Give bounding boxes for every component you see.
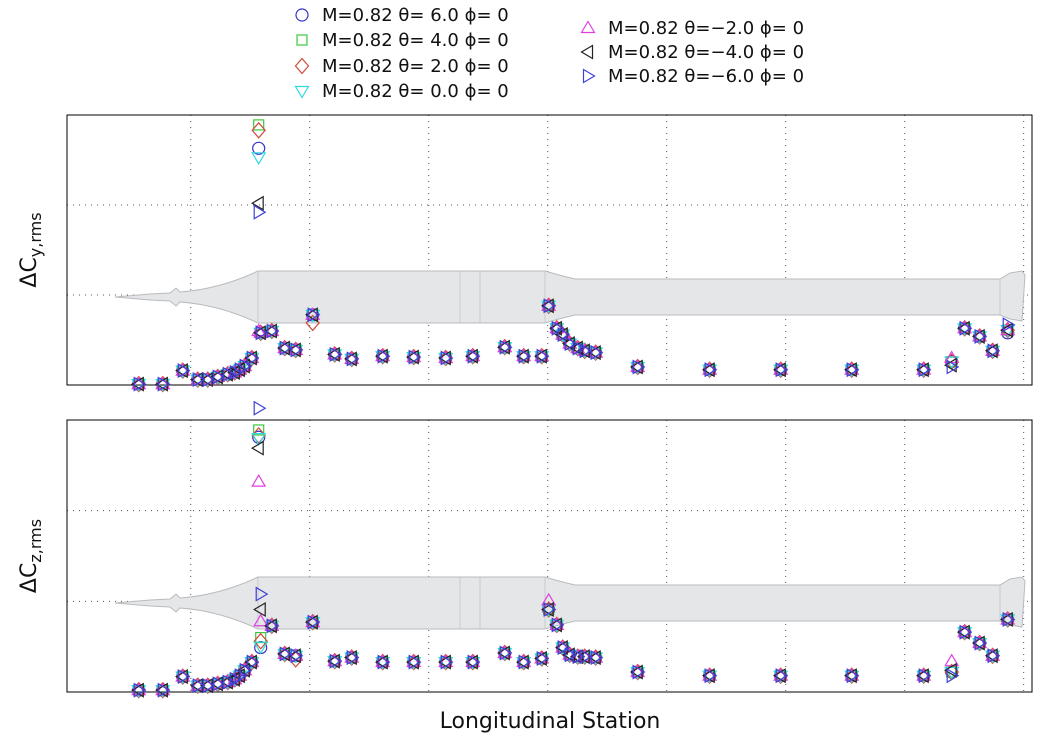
y-label-subscript: y,rms (26, 212, 45, 257)
legend-label: M=0.82 θ= 6.0 ϕ= 0 (322, 5, 509, 26)
legend-marker (296, 59, 309, 74)
grid (67, 420, 1032, 692)
legend: M=0.82 θ= 6.0 ϕ= 0 M=0.82 θ= 4.0 ϕ= 0 M=0.… (296, 5, 805, 102)
rocket-silhouette (115, 577, 1025, 629)
legend-marker (582, 22, 595, 33)
legend-label: M=0.82 θ=−4.0 ϕ= 0 (608, 42, 804, 63)
chart: ΔCy,rms ΔCz,rms Longitudinal Station M=0… (0, 0, 1045, 740)
y-axis-label: ΔCy,rms (17, 212, 45, 287)
legend-label: M=0.82 θ= 0.0 ϕ= 0 (322, 81, 509, 102)
legend-marker (296, 87, 309, 98)
legend-label: M=0.82 θ= 4.0 ϕ= 0 (322, 30, 509, 51)
legend-marker (296, 9, 308, 21)
plot-frame (67, 115, 1032, 385)
y-label-main: ΔC (17, 563, 42, 593)
legend-marker (582, 46, 593, 59)
panel-bottom: ΔCz,rms Longitudinal Station (17, 402, 1032, 734)
marker-triangle-right (254, 402, 265, 415)
legend-label: M=0.82 θ=−6.0 ϕ= 0 (608, 66, 804, 87)
legend-label: M=0.82 θ= 2.0 ϕ= 0 (322, 56, 509, 77)
plot-frame (67, 420, 1032, 692)
page: {"chart_data": [ {"type": "scatter", "yl… (0, 0, 1045, 740)
legend-label: M=0.82 θ=−2.0 ϕ= 0 (608, 18, 804, 39)
grid (67, 115, 1032, 385)
marker-square (254, 120, 264, 130)
marker-triangle-up (252, 475, 265, 486)
legend-marker (584, 70, 595, 83)
legend-marker (297, 35, 307, 45)
rocket-silhouette (115, 271, 1025, 323)
y-axis-label: ΔCz,rms (17, 519, 45, 593)
panel-top: ΔCy,rms (17, 115, 1032, 392)
y-label-main: ΔC (17, 257, 42, 287)
x-axis-label: Longitudinal Station (440, 709, 661, 734)
y-label-subscript: z,rms (26, 519, 45, 563)
